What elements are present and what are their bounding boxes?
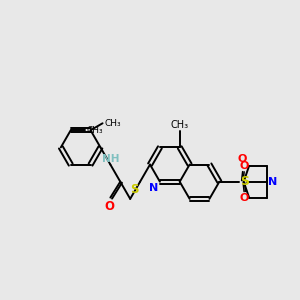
Text: CH₃: CH₃	[171, 120, 189, 130]
Text: CH₃: CH₃	[104, 119, 121, 128]
Text: S: S	[240, 175, 249, 188]
Text: NH: NH	[102, 154, 119, 164]
Text: O: O	[238, 154, 247, 164]
Text: S: S	[130, 183, 139, 196]
Text: CH₃: CH₃	[87, 126, 103, 135]
Text: O: O	[239, 161, 249, 171]
Text: N: N	[149, 183, 158, 193]
Text: N: N	[268, 177, 277, 187]
Text: O: O	[104, 200, 114, 212]
Text: O: O	[239, 193, 249, 202]
